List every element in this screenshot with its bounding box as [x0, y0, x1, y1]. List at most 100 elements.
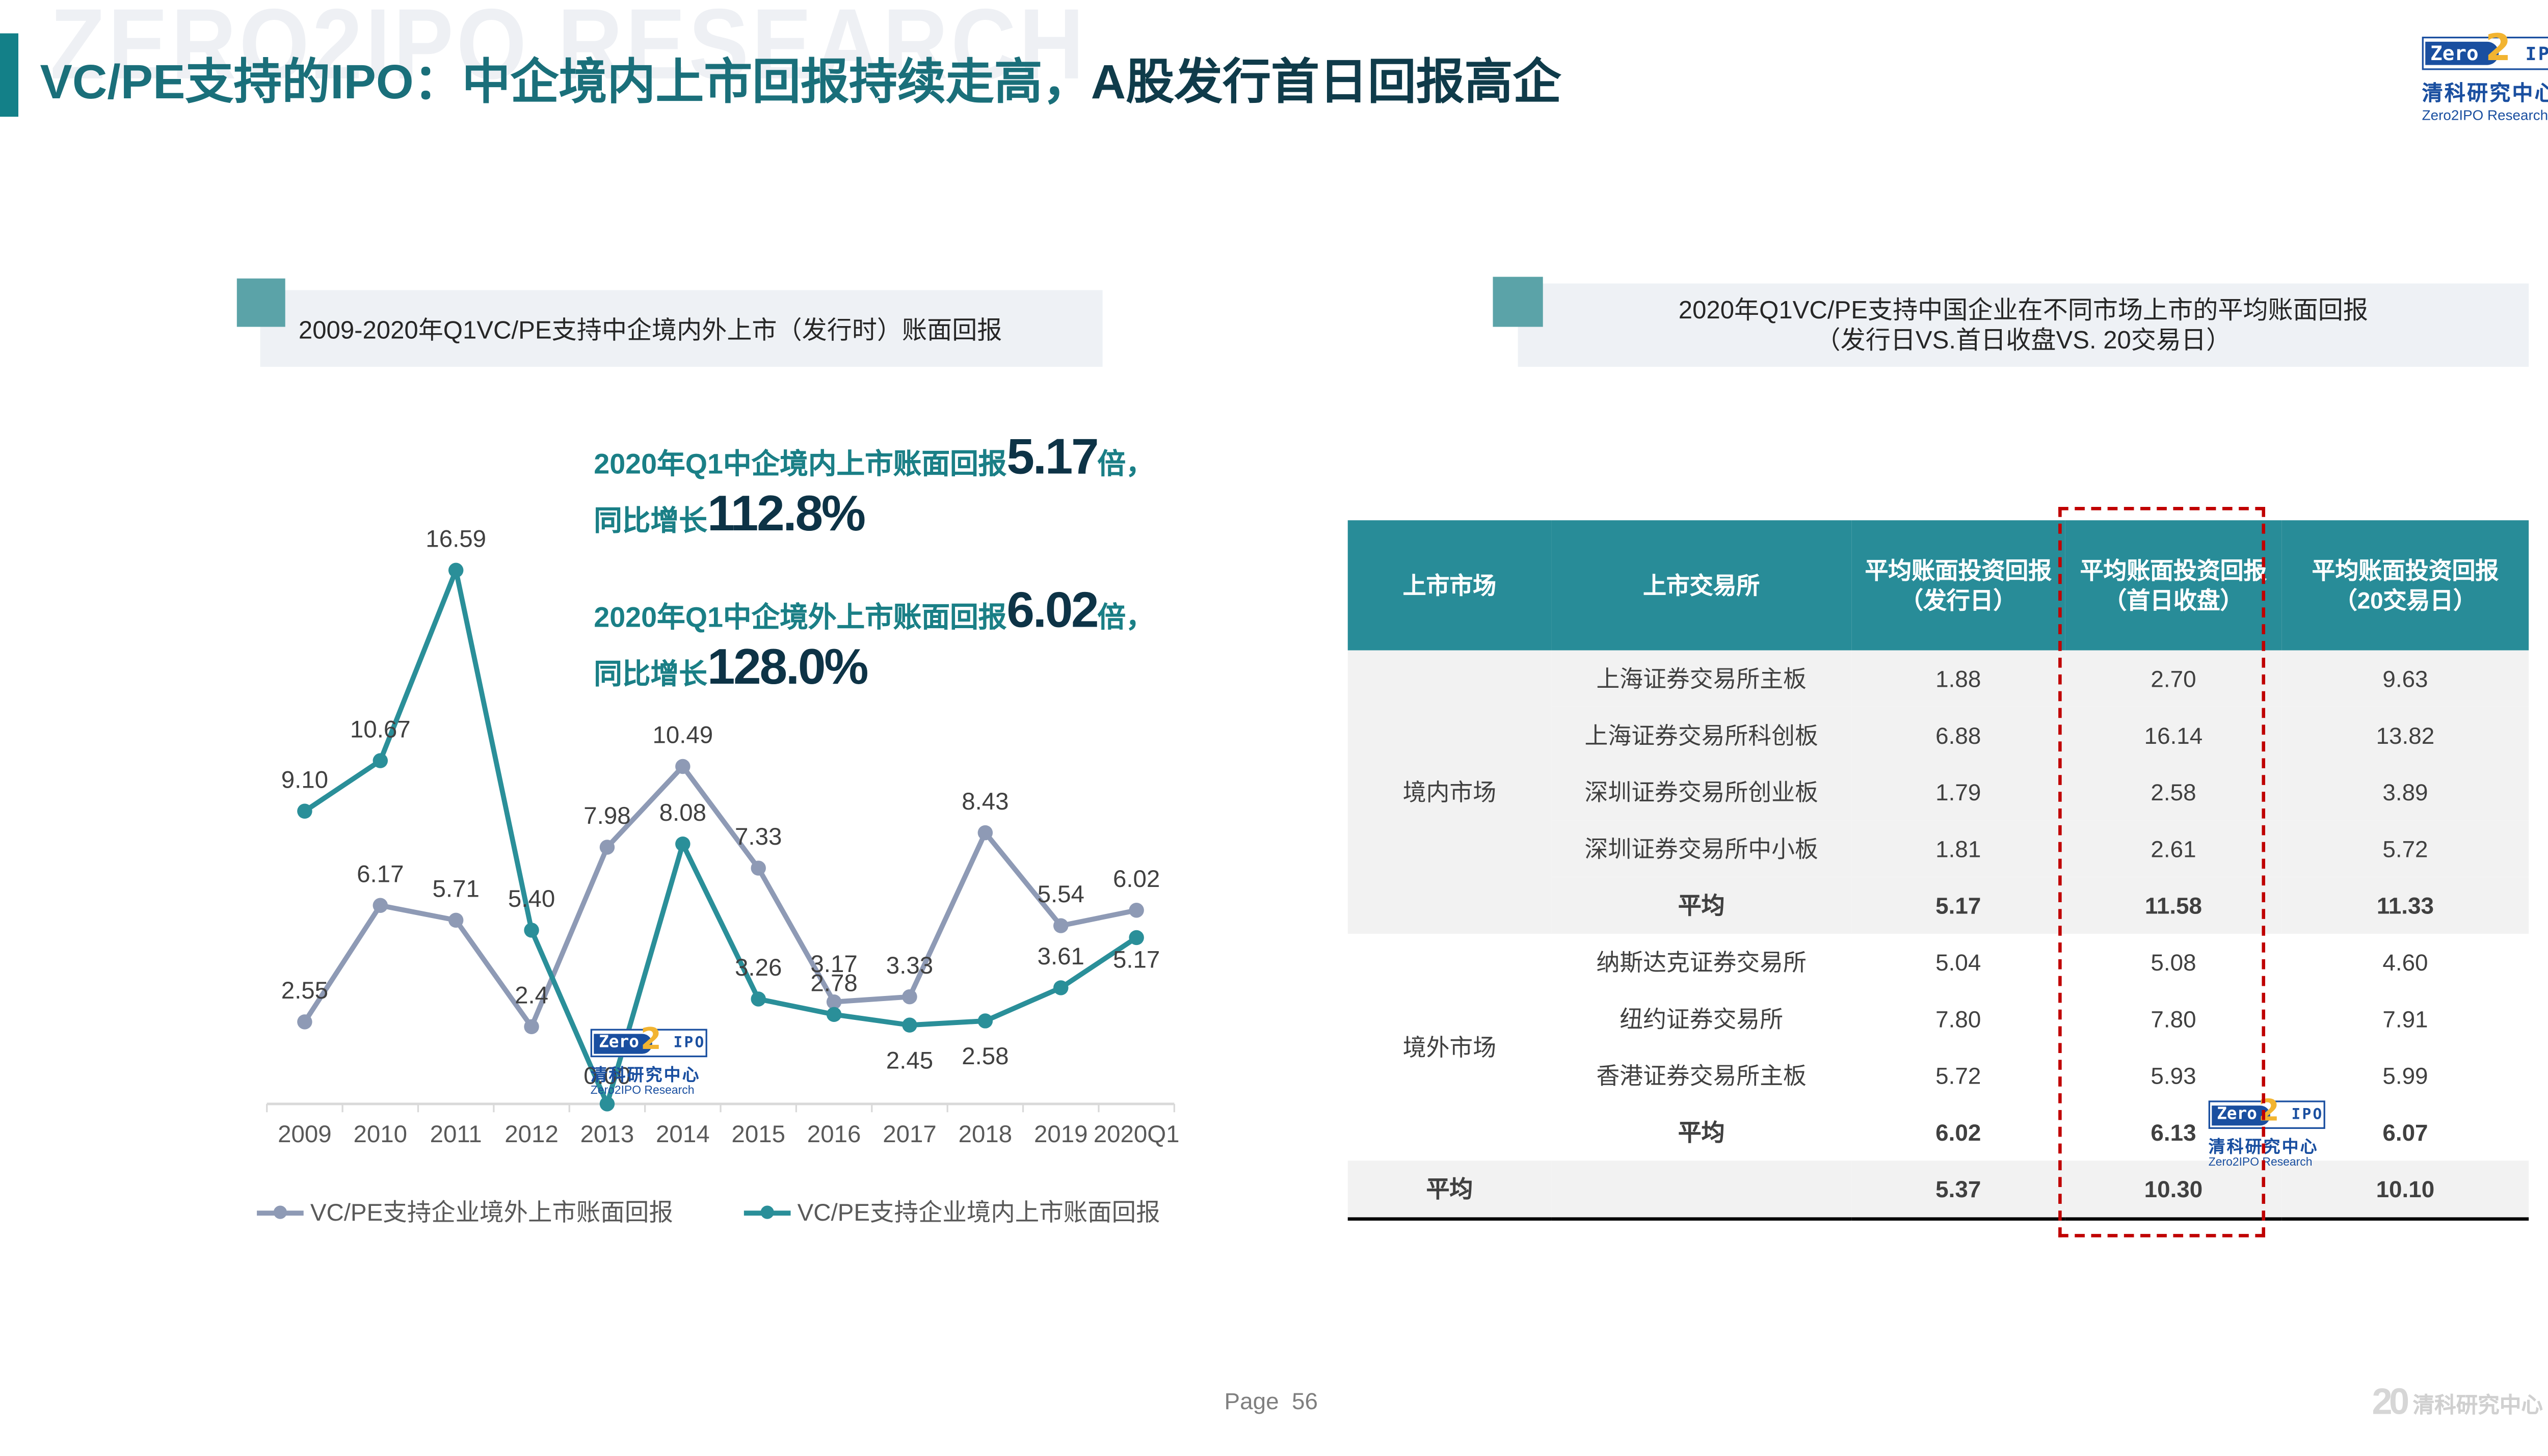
logo-two: 2 — [2485, 28, 2511, 70]
data-label: 10.67 — [350, 716, 411, 743]
exchange-cell: 纳斯达克证券交易所 — [1551, 933, 1852, 991]
table-row: 深圳证券交易所中小板 1.81 2.61 5.72 — [1348, 820, 2529, 877]
data-point-marker — [826, 994, 842, 1010]
issue-day-cell: 6.02 — [1851, 1103, 2065, 1161]
right-section-title-line2: （发行日VS.首日收盘VS. 20交易日） — [1815, 327, 2232, 356]
legend-marker-overseas-icon — [257, 1201, 304, 1221]
data-point-marker — [524, 923, 539, 938]
day20-cell: 11.33 — [2281, 877, 2529, 934]
data-point-marker — [1053, 980, 1069, 995]
data-label: 2.45 — [886, 1047, 933, 1074]
table-row-total: 平均 5.37 10.30 10.10 — [1347, 1161, 2529, 1221]
logo-en-text: Zero2IPO Research — [2208, 1157, 2313, 1169]
data-point-marker — [826, 1007, 842, 1022]
empty-cell — [1551, 1161, 1852, 1221]
first-day-cell: 6.13 — [2065, 1103, 2282, 1161]
issue-day-cell: 5.17 — [1851, 877, 2065, 934]
highlight-overseas: 2020年Q1中企境外上市账面回报6.02倍， — [594, 584, 1154, 640]
legend-label: VC/PE支持企业境外上市账面回报 — [310, 1200, 673, 1228]
left-section-title: 2009-2020年Q1VC/PE支持中企境内外上市（发行时）账面回报 — [298, 316, 1002, 345]
footer-20-icon: 20 — [2372, 1381, 2409, 1423]
x-axis: 2009 2010 2011 2012 2013 2014 2015 2016 2017 2018… — [266, 1102, 1180, 1148]
highlight-overseas-value: 6.02 — [1006, 583, 1099, 639]
exchange-cell: 深圳证券交易所中小板 — [1551, 820, 1852, 877]
x-tick-label: 2009 — [278, 1121, 332, 1148]
data-label: 2.78 — [810, 970, 857, 997]
highlight-domestic-value: 5.17 — [1006, 430, 1099, 486]
data-label: 8.08 — [659, 799, 706, 826]
data-point-marker — [751, 991, 766, 1007]
first-day-cell: 11.58 — [2065, 877, 2282, 934]
table-row: 香港证券交易所主板 5.72 5.93 5.99 — [1348, 1047, 2529, 1104]
data-point-marker — [675, 759, 691, 774]
col-header-first-day: 平均账面投资回报 （首日收盘） — [2065, 520, 2282, 651]
page-title-part1: VC/PE支持的IPO：中企境内上市回报持续走高， — [40, 57, 1091, 111]
chart-series — [297, 562, 1144, 1112]
data-label: 3.33 — [886, 952, 933, 979]
first-day-cell: 2.61 — [2065, 820, 2282, 877]
day20-cell: 13.82 — [2281, 707, 2529, 764]
data-label: 6.02 — [1113, 866, 1160, 893]
right-section-header — [1518, 283, 2529, 367]
data-label: 8.43 — [962, 788, 1008, 815]
table-header-row: 上市市场 上市交易所 平均账面投资回报 （发行日） 平均账面投资回报 （首日收盘） … — [1347, 520, 2529, 651]
data-label: 2.55 — [281, 977, 328, 1004]
data-point-marker — [977, 825, 993, 841]
data-point-marker — [448, 562, 464, 578]
x-tick-label: 2015 — [731, 1121, 785, 1148]
highlight-domestic: 2020年Q1中企境内上市账面回报5.17倍， — [594, 430, 1154, 487]
first-day-cell: 10.30 — [2065, 1161, 2282, 1221]
table-row-average: 平均 5.17 11.58 11.33 — [1348, 877, 2529, 934]
legend-item-domestic[interactable]: VC/PE支持企业境内上市账面回报 — [744, 1194, 1160, 1229]
logo-zero: Zero — [2212, 1104, 2270, 1125]
x-tick-label: 2010 — [354, 1121, 408, 1148]
growth-value: 128.0% — [707, 640, 869, 695]
data-label: 9.10 — [281, 766, 328, 793]
data-label: 2.4 — [515, 982, 548, 1009]
first-day-cell: 5.08 — [2065, 933, 2282, 991]
highlight-domestic-text: 2020年Q1中企境内上市账面回报 — [594, 448, 1007, 480]
data-point-marker — [1053, 918, 1069, 933]
chart-watermark-logo: Zero 2 IPO 清科研究中心 Zero2IPO Research — [590, 1022, 711, 1097]
watermark-text: ZERO2IPO RESEARCH — [50, 0, 1087, 100]
day20-cell: 9.63 — [2281, 650, 2529, 707]
issue-day-cell: 7.80 — [1851, 990, 2065, 1047]
footer-logo-text: 清科研究中心 — [2412, 1391, 2543, 1417]
day20-cell: 7.91 — [2281, 990, 2529, 1047]
market-cell: 境外市场 — [1347, 933, 1552, 1161]
data-point-marker — [675, 836, 691, 852]
data-label: 10.49 — [652, 722, 713, 749]
page-number: Page 56 — [1225, 1387, 1318, 1414]
data-label: 7.33 — [735, 823, 782, 850]
table-body: 境内市场 上海证券交易所主板 1.88 2.70 9.63 上海证券交易所科创板 6.88 1… — [1347, 650, 2529, 1221]
logo-en-text: Zero2IPO Research — [2422, 106, 2548, 124]
legend-label: VC/PE支持企业境内上市账面回报 — [797, 1200, 1160, 1228]
table-row: 深圳证券交易所创业板 1.79 2.58 3.89 — [1348, 764, 2529, 821]
x-tick-label: 2019 — [1034, 1121, 1088, 1148]
logo-zero: Zero — [2425, 41, 2499, 65]
footer-logo: 20 清科研究中心 — [2372, 1381, 2543, 1424]
right-section-title: 2020年Q1VC/PE支持中国企业在不同市场上市的平均账面回报 （发行日VS.… — [1518, 297, 2529, 357]
x-tick-label: 2013 — [580, 1121, 634, 1148]
x-tick-label: 2020Q1 — [1094, 1121, 1180, 1148]
issue-day-cell: 5.37 — [1851, 1161, 2065, 1221]
data-label: 3.17 — [810, 951, 857, 978]
x-tick-label: 2014 — [656, 1121, 710, 1148]
x-tick-label: 2017 — [883, 1121, 937, 1148]
col-header-exchange: 上市交易所 — [1551, 520, 1852, 651]
table-row: 上海证券交易所科创板 6.88 16.14 13.82 — [1348, 707, 2529, 764]
data-label: 7.98 — [583, 802, 630, 829]
average-label-cell: 平均 — [1551, 1103, 1852, 1161]
data-label: 3.26 — [735, 954, 782, 981]
data-label: 5.17 — [1113, 946, 1160, 973]
data-point-marker — [1129, 903, 1144, 918]
data-point-marker — [373, 753, 388, 768]
highlight-overseas-suffix: 倍， — [1097, 602, 1154, 634]
legend-item-overseas[interactable]: VC/PE支持企业境外上市账面回报 — [257, 1194, 673, 1229]
first-day-cell: 5.93 — [2065, 1047, 2282, 1104]
issue-day-cell: 1.81 — [1851, 820, 2065, 877]
data-label: 6.17 — [357, 860, 404, 887]
first-day-cell: 16.14 — [2065, 707, 2282, 764]
day20-cell: 5.72 — [2281, 820, 2529, 877]
highlight-domestic-growth: 同比增长112.8% — [594, 487, 866, 544]
